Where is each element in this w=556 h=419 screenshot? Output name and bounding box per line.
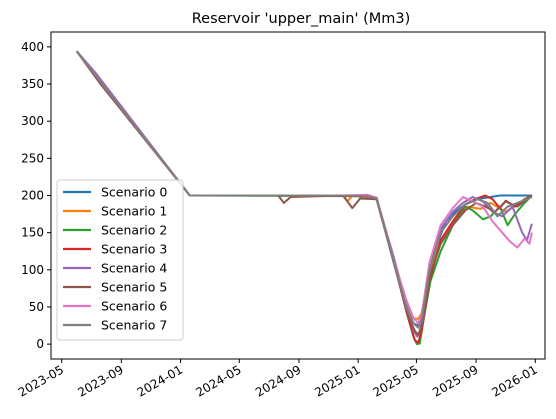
- x-tick-label: 2024-09: [253, 362, 303, 399]
- legend-label: Scenario 3: [101, 242, 167, 257]
- y-tick-label: 0: [36, 337, 44, 351]
- legend-box: [56, 179, 184, 341]
- series-line-7: [75, 50, 533, 329]
- x-tick-label: 2025-01: [312, 362, 362, 399]
- x-tick-label: 2024-05: [193, 362, 243, 399]
- legend-label: Scenario 2: [101, 223, 167, 238]
- chart-title: Reservoir 'upper_main' (Mm3): [192, 11, 411, 27]
- y-tick-label: 100: [21, 263, 44, 277]
- x-tick-label: 2023-09: [75, 362, 125, 399]
- x-tick-label: 2026-01: [489, 362, 539, 399]
- y-tick-label: 350: [21, 77, 44, 91]
- legend-label: Scenario 5: [101, 280, 167, 295]
- legend-label: Scenario 6: [101, 299, 167, 314]
- legend-label: Scenario 4: [101, 261, 167, 276]
- legend-label: Scenario 7: [101, 318, 167, 333]
- y-tick-label: 400: [21, 40, 44, 54]
- y-tick-label: 50: [29, 300, 44, 314]
- x-tick-label: 2024-01: [135, 362, 185, 399]
- legend: Scenario 0 Scenario 1 Scenario 2 Scenario 3…: [56, 179, 184, 341]
- legend-label: Scenario 0: [101, 185, 167, 200]
- x-tick-label: 2025-09: [430, 362, 480, 399]
- y-tick-label: 250: [21, 151, 44, 165]
- y-tick-label: 200: [21, 189, 44, 203]
- x-tick-label: 2023-05: [16, 362, 66, 399]
- legend-label: Scenario 1: [101, 204, 167, 219]
- series-line-5: [75, 50, 533, 337]
- x-tick-label: 2025-05: [370, 362, 420, 399]
- series-layer: [75, 50, 533, 346]
- y-tick-label: 300: [21, 114, 44, 128]
- y-tick-label: 150: [21, 226, 44, 240]
